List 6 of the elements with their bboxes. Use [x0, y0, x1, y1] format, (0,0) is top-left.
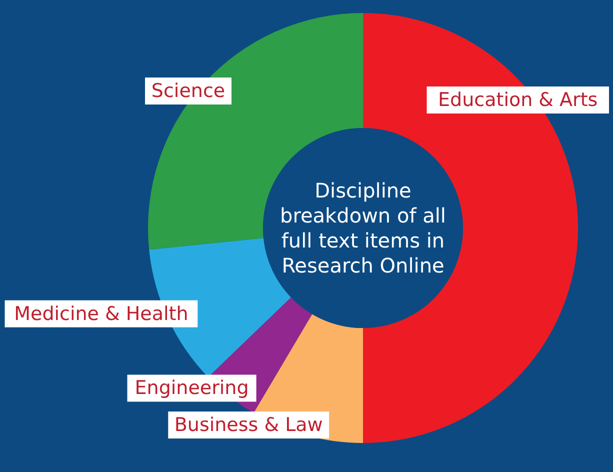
slice-label: Medicine & Health	[14, 302, 188, 325]
slice-label: Business & Law	[174, 414, 323, 436]
slice-label: Education & Arts	[438, 89, 598, 111]
text: Discipline breakdown of all full text items in Research Online	[280, 178, 446, 278]
slice-label: Science	[151, 80, 226, 102]
slice-label: Engineering	[134, 377, 249, 400]
